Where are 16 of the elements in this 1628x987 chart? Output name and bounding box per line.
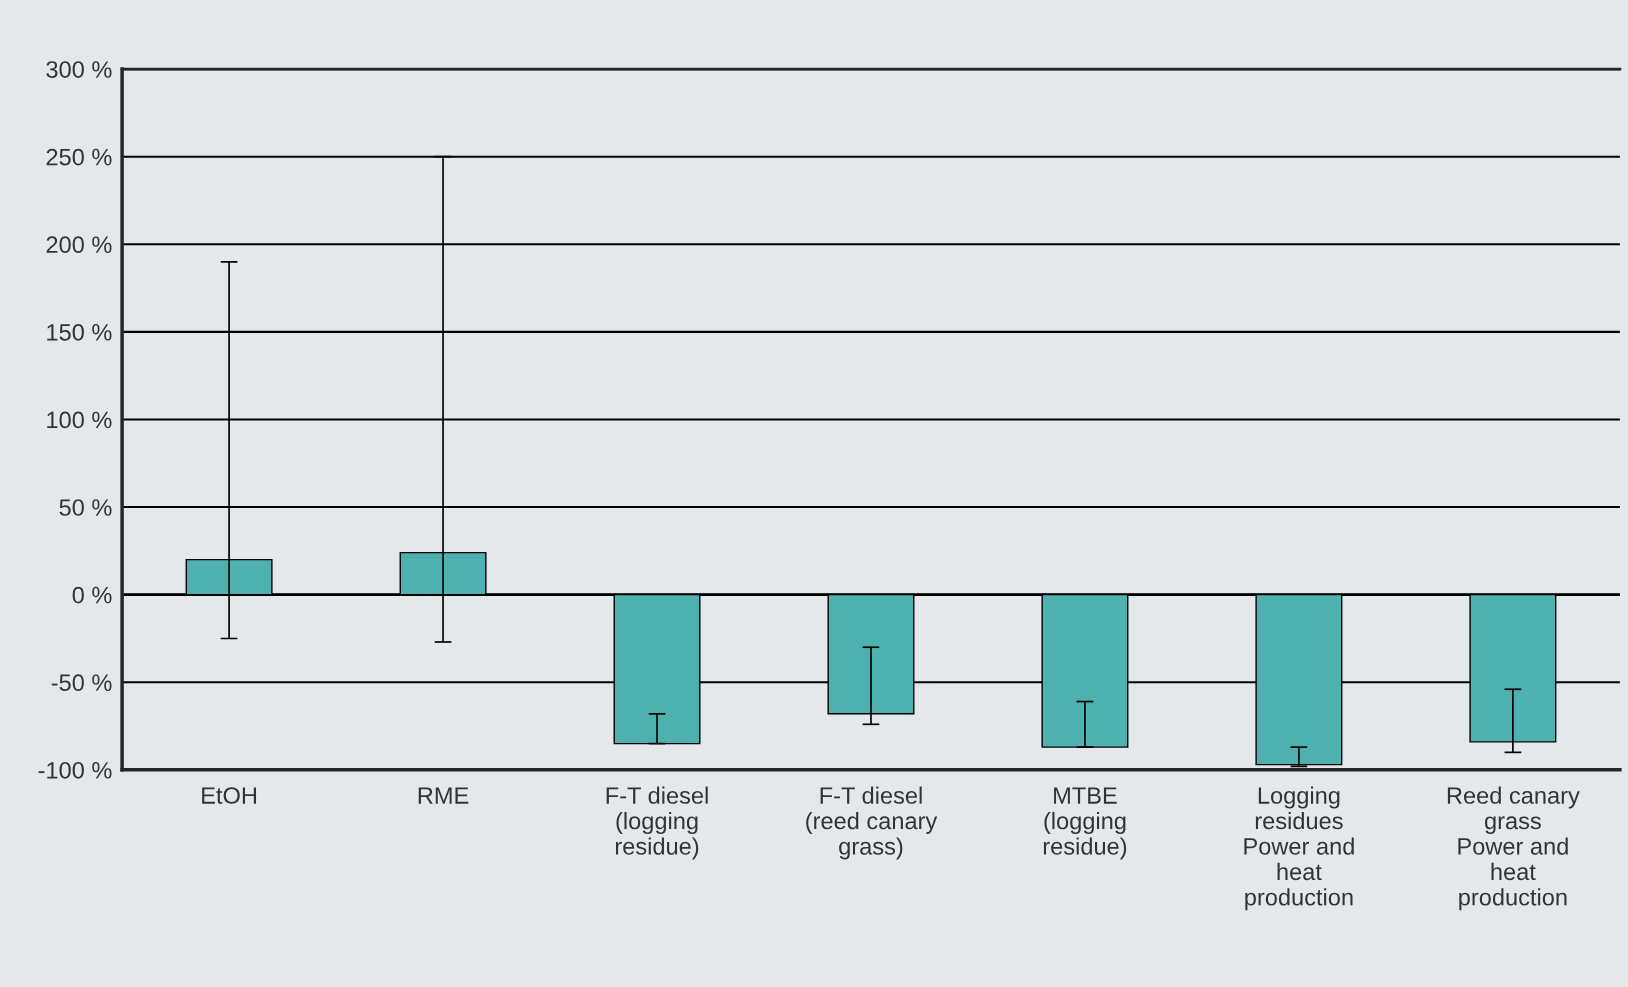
- y-tick-label: 0 %: [72, 586, 112, 604]
- y-tick-label: 250 %: [46, 148, 112, 166]
- y-tick-label: 200 %: [46, 236, 112, 254]
- y-tick-label: -50 %: [51, 674, 112, 692]
- y-tick-label: 150 %: [47, 323, 112, 341]
- y-tick-label: 50 %: [59, 499, 112, 516]
- x-tick-label: Reed canary grass Power and heat production: [1447, 786, 1580, 911]
- x-tick-label: MTBE (logging residue): [1043, 787, 1127, 860]
- x-tick-label: EtOH: [202, 787, 257, 804]
- x-tick-label: F-T diesel (reed canary grass): [806, 786, 938, 860]
- y-tick-label: 100 %: [47, 411, 112, 429]
- y-tick-label: 300 %: [46, 61, 112, 78]
- x-tick-label: F-T diesel (logging residue): [606, 786, 708, 860]
- x-tick-label: Logging residues Power and heat production: [1244, 786, 1354, 911]
- y-tick-label: -100 %: [38, 761, 112, 779]
- x-tick-label: RME: [418, 787, 469, 804]
